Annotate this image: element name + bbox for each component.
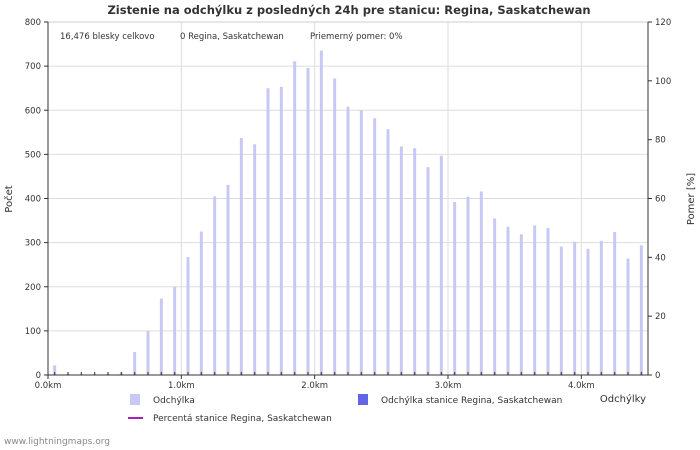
- info-station: 0 Regina, Saskatchewan: [180, 32, 284, 42]
- legend-label-percent: Percentá stanice Regina, Saskatchewan: [153, 414, 332, 424]
- bar-odchylka: [146, 330, 150, 375]
- x-tick-label: 4.0km: [568, 381, 595, 391]
- legend: Odchýlka Odchýlka stanice Regina, Saskat…: [128, 394, 562, 424]
- x-tick-label: 2.0km: [301, 381, 328, 391]
- axis-ticks: 0 100 200 300 400 500 600 700 800 0 20 40 60 80 100 120…: [25, 18, 671, 391]
- bar-odchylka: [559, 246, 563, 375]
- bar-odchylka: [439, 155, 443, 375]
- x-tick-label: 1.0km: [168, 381, 195, 391]
- y-tick-label-left: 300: [25, 239, 41, 249]
- bar-odchylka: [333, 78, 337, 375]
- bar-odchylka: [226, 184, 230, 375]
- x-tick-label: 3.0km: [435, 381, 462, 391]
- bar-odchylka: [239, 138, 243, 375]
- bar-odchylka: [293, 61, 297, 376]
- bar-odchylka: [426, 167, 430, 375]
- bar-odchylka: [53, 365, 57, 375]
- bar-odchylka: [213, 196, 217, 375]
- info-average: Priemerný pomer: 0%: [310, 32, 403, 42]
- bar-odchylka: [319, 50, 323, 376]
- bar-odchylka: [533, 225, 537, 375]
- y-tick-label-right: 0: [655, 371, 660, 381]
- y-tick-label-left: 100: [25, 327, 41, 337]
- x-axis-label: Odchýlky: [600, 393, 646, 405]
- bar-odchylka: [373, 118, 377, 375]
- bar-odchylka: [133, 352, 137, 375]
- bar-odchylka: [199, 231, 203, 375]
- y-tick-label-left: 700: [25, 62, 41, 72]
- bar-odchylka: [279, 86, 283, 376]
- y-tick-label-right: 120: [655, 18, 671, 28]
- y-tick-label-left: 200: [25, 283, 41, 293]
- bar-odchylka: [186, 257, 190, 375]
- bar-odchylka: [519, 234, 523, 375]
- legend-label-station: Odchýlka stanice Regina, Saskatchewan: [381, 396, 562, 406]
- y-tick-label-left: 600: [25, 106, 41, 116]
- bar-odchylka: [626, 258, 630, 375]
- bar-odchylka: [266, 88, 270, 375]
- legend-label-odchylka: Odchýlka: [153, 396, 195, 406]
- legend-swatch-odchylka: [130, 394, 140, 405]
- bar-odchylka: [453, 202, 457, 375]
- bar-odchylka: [346, 106, 350, 375]
- bar-odchylka: [399, 146, 403, 375]
- y-tick-label-right: 80: [655, 136, 666, 146]
- y-axis-left-label: Počet: [3, 185, 15, 212]
- bar-odchylka: [613, 232, 617, 375]
- x-tick-label: 0.0km: [35, 381, 62, 391]
- bar-odchylka: [599, 240, 603, 375]
- y-tick-label-left: 500: [25, 150, 41, 160]
- bar-odchylka: [493, 218, 497, 375]
- bar-odchylka: [386, 129, 390, 375]
- bar-odchylka: [466, 196, 470, 375]
- info-total: 16,476 blesky celkovo: [60, 32, 155, 42]
- bar-odchylka: [413, 148, 417, 375]
- bar-odchylka: [479, 191, 483, 375]
- y-tick-label-right: 60: [655, 195, 666, 205]
- y-tick-label-left: 400: [25, 195, 41, 205]
- y-tick-label-right: 40: [655, 253, 666, 263]
- y-tick-label-right: 100: [655, 77, 671, 87]
- bar-odchylka: [586, 248, 590, 375]
- y-tick-label-left: 800: [25, 18, 41, 28]
- info-line: 16,476 blesky celkovo 0 Regina, Saskatch…: [60, 32, 403, 42]
- bar-odchylka: [306, 67, 310, 375]
- y-tick-label-right: 20: [655, 312, 666, 322]
- bar-series: [53, 50, 643, 376]
- legend-swatch-station: [358, 394, 368, 405]
- bar-odchylka: [639, 245, 643, 375]
- bar-odchylka: [159, 298, 163, 375]
- bar-odchylka: [359, 110, 363, 375]
- bar-odchylka: [173, 286, 177, 375]
- bar-odchylka: [253, 144, 257, 375]
- bar-odchylka: [506, 226, 510, 375]
- footer-credit: www.lightningmaps.org: [4, 437, 110, 447]
- chart-title: Zistenie na odchýlku z posledných 24h pr…: [107, 3, 590, 17]
- y-axis-right-label: Pomer [%]: [686, 173, 697, 225]
- bar-odchylka: [546, 228, 550, 375]
- y-tick-label-left: 0: [36, 371, 41, 381]
- bar-odchylka: [573, 241, 577, 375]
